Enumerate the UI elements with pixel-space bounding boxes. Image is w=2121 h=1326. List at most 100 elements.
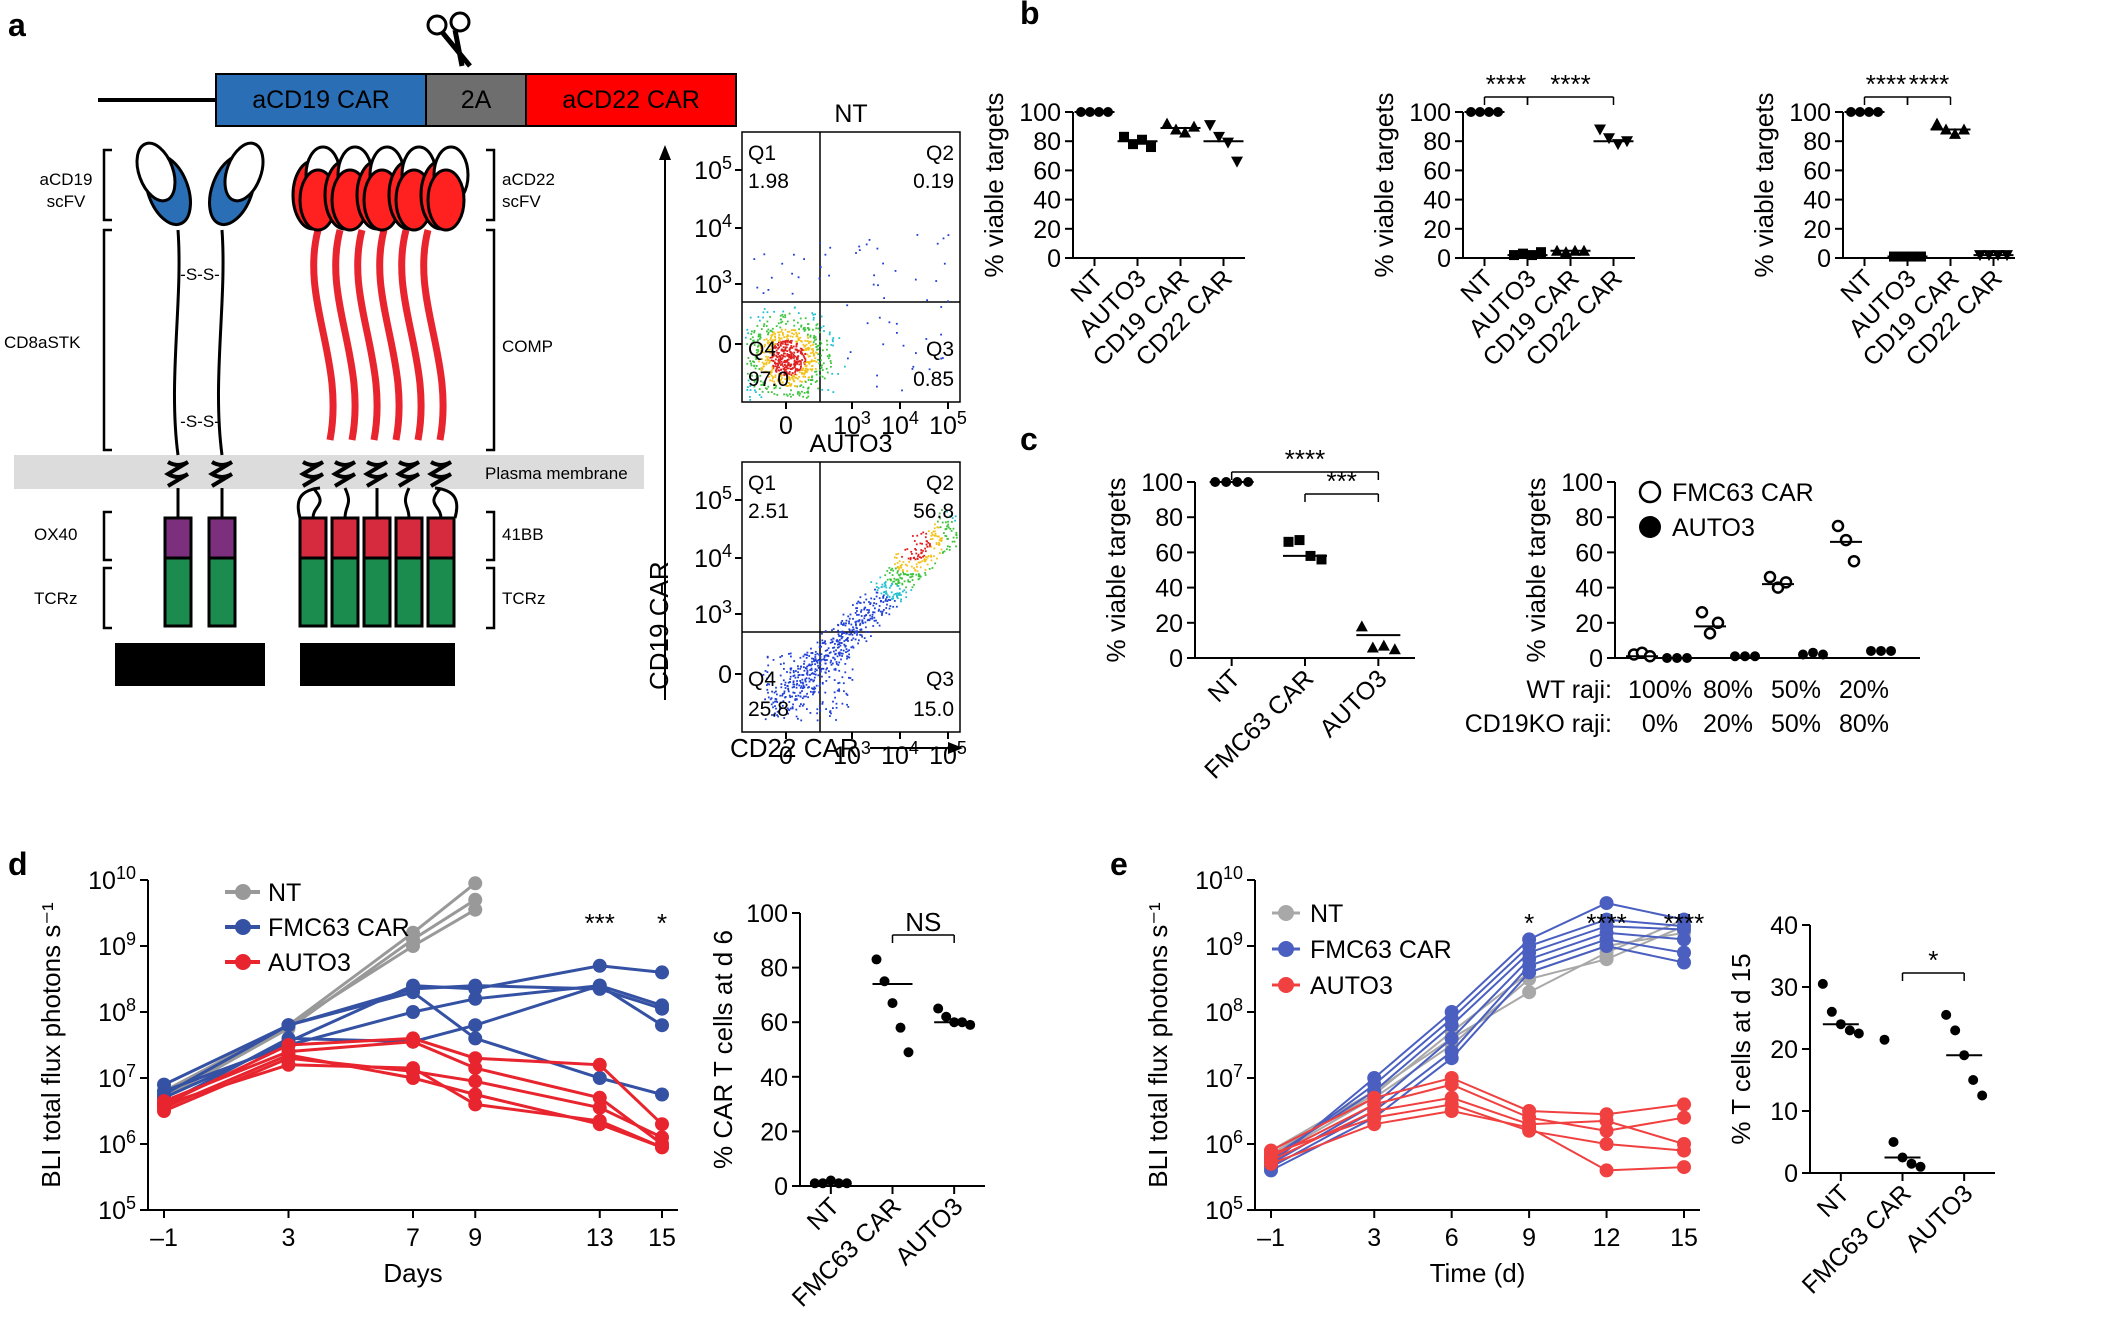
flow-event [822, 362, 825, 365]
flow-event [802, 682, 804, 685]
flow-event [898, 594, 901, 596]
data-point-fmc63 [1763, 570, 1777, 584]
flow-event [902, 571, 904, 574]
flow-event [766, 684, 768, 686]
flow-event [830, 663, 833, 666]
flow-event [815, 684, 818, 687]
flow-event [820, 366, 823, 369]
flow-event [788, 377, 791, 379]
flow-event [938, 512, 941, 515]
y-tick-label: 10 [1770, 1098, 1798, 1126]
data-point [1294, 535, 1305, 546]
flow-event [810, 360, 813, 363]
flow-event [821, 658, 823, 661]
flow-event [842, 682, 845, 685]
flow-event [774, 383, 776, 386]
y-tick-label: 20 [760, 1118, 788, 1146]
flow-event [882, 343, 885, 346]
flow-event [847, 615, 850, 618]
flow-event [884, 584, 887, 587]
label-scfv-right: scFV [502, 192, 541, 211]
flow-event [810, 383, 812, 385]
flow-event [821, 701, 824, 703]
flow-event [947, 538, 949, 540]
flow-event [828, 333, 831, 336]
flow-event [798, 363, 801, 366]
flow-event [764, 359, 767, 362]
flow-event [817, 659, 820, 661]
data-point-auto3 [1808, 647, 1818, 658]
flow-event [767, 328, 770, 331]
flow-event [808, 686, 810, 688]
flow-event [819, 664, 822, 666]
flow-event [926, 540, 929, 543]
flow-event [759, 336, 762, 339]
flow-event [784, 341, 787, 343]
flow-event [821, 364, 823, 367]
flow-event [786, 707, 789, 710]
flow-event [801, 697, 804, 700]
flow-event [845, 632, 848, 635]
flow-event [777, 715, 779, 718]
flow-event [787, 358, 790, 361]
flow-event [830, 638, 833, 641]
flow-event [789, 368, 792, 370]
flow-event [814, 659, 817, 662]
flow-event [757, 335, 760, 338]
flow-event [786, 341, 789, 343]
y-tick-label: 80 [1803, 128, 1831, 156]
flow-event [790, 356, 793, 359]
flow-event [750, 333, 753, 335]
flow-event [787, 690, 790, 693]
flow-event [841, 636, 844, 638]
flow-event [812, 318, 815, 321]
flow-event [814, 650, 817, 653]
flow-event [796, 363, 798, 365]
flow-event [769, 698, 772, 701]
flow-event [838, 661, 841, 664]
flow-event [810, 369, 813, 372]
flow-event [776, 701, 779, 703]
y-tick-label: 80 [1155, 504, 1183, 532]
flow-event [811, 312, 814, 314]
flow-event [778, 355, 781, 358]
data-point [1853, 1028, 1864, 1039]
flow-event [859, 629, 862, 631]
flow-event [917, 578, 920, 581]
data-point [1594, 124, 1606, 136]
flow-event [780, 686, 783, 689]
flow-event [781, 328, 783, 331]
flow-event [813, 659, 815, 662]
flow-event [825, 367, 828, 370]
y-tick-label: 40 [1423, 187, 1451, 215]
flow-event [815, 343, 817, 345]
flow-event [916, 557, 919, 560]
x-tick-label: AUTO3 [890, 1192, 968, 1270]
flow-event [820, 326, 823, 329]
flow-event [876, 622, 879, 624]
flow-event [905, 586, 907, 589]
flow-event [746, 343, 749, 345]
flow-event [786, 366, 788, 369]
flow-event [821, 681, 824, 684]
panel-label-c: c [1020, 421, 1038, 457]
bracket [486, 148, 496, 222]
flow-event [752, 360, 754, 363]
flow-event [855, 623, 857, 625]
flow-event [780, 358, 783, 360]
flow-event [777, 344, 779, 346]
flow-event [804, 328, 807, 331]
flow-event [895, 582, 897, 585]
flow-event [832, 391, 835, 393]
series-point [1599, 1163, 1614, 1178]
series-point [1599, 939, 1614, 953]
flow-event [917, 573, 920, 575]
flow-event [780, 349, 783, 352]
flow-event [784, 314, 786, 317]
flow-event [866, 609, 869, 611]
flow-event [877, 587, 880, 589]
flow-event [783, 352, 785, 355]
flow-event [803, 663, 805, 665]
flow-event [928, 568, 931, 570]
flow-event [783, 668, 785, 670]
